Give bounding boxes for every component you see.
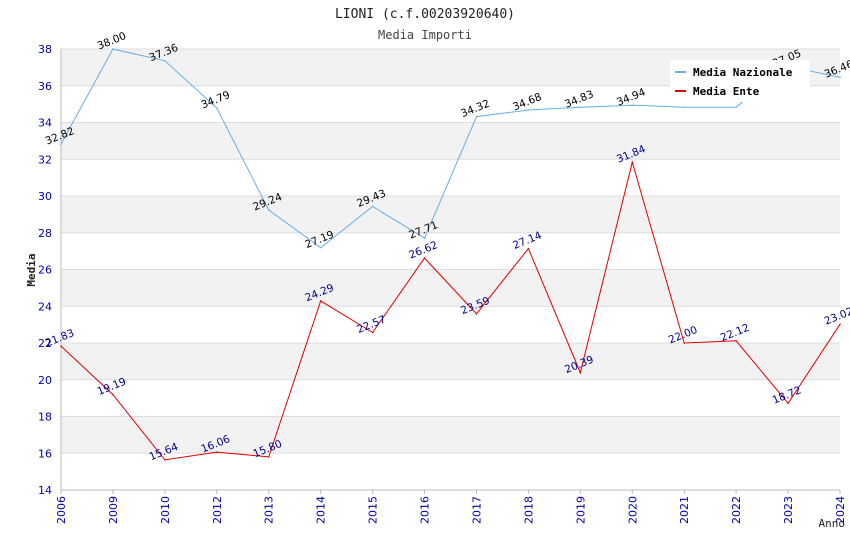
y-tick-label: 38 — [38, 43, 52, 56]
y-tick-label: 16 — [38, 447, 52, 460]
y-tick-label: 30 — [38, 190, 52, 203]
grid-band — [61, 196, 840, 233]
data-point — [475, 115, 478, 118]
data-point — [527, 109, 530, 111]
x-tick-label: 2017 — [470, 496, 483, 524]
y-tick-labels: 14 16 18 20 22 24 26 28 30 32 34 36 38 — [38, 43, 52, 497]
x-tick-labels: 2006 2009 2010 2012 2013 2014 2015 2016 2017 2018… — [55, 496, 847, 524]
legend-label: Media Nazionale — [693, 66, 793, 79]
data-point — [683, 342, 685, 344]
x-tick-label: 2022 — [730, 496, 743, 524]
data-point — [579, 106, 582, 109]
x-tick-label: 2009 — [107, 496, 120, 524]
data-point — [319, 300, 322, 302]
data-point — [423, 237, 426, 239]
series-line-media-ente — [60, 160, 841, 461]
data-point — [839, 76, 841, 79]
data-point — [579, 371, 582, 374]
data-point — [319, 246, 322, 249]
grid-band — [61, 269, 840, 307]
data-point — [267, 456, 270, 458]
x-tick-label: 2024 — [834, 496, 847, 524]
axes — [60, 49, 841, 494]
chart-title: LIONI (c.f.00203920640) — [335, 7, 515, 22]
y-tick-label: 24 — [38, 300, 52, 313]
x-tick-label: 2014 — [315, 496, 328, 524]
y-tick-label: 20 — [38, 374, 52, 387]
grid-band — [61, 379, 840, 417]
y-tick-label: 22 — [38, 337, 52, 350]
y-tick-label: 14 — [38, 484, 52, 497]
data-point — [631, 104, 634, 107]
data-point — [60, 143, 62, 145]
x-tick-label: 2012 — [211, 496, 224, 524]
data-point — [631, 161, 634, 163]
series-line-media-nazionale — [60, 48, 841, 249]
grid-band — [61, 343, 840, 380]
y-tick-label: 34 — [38, 117, 52, 130]
data-point — [216, 451, 218, 453]
data-point — [735, 106, 737, 109]
data-point — [371, 331, 374, 334]
legend-box — [670, 60, 810, 102]
x-tick-label: 2013 — [263, 496, 276, 524]
data-point — [423, 257, 426, 259]
y-axis-label: Media — [25, 253, 38, 286]
data-point — [527, 247, 530, 250]
data-point — [371, 205, 374, 208]
y-tick-label: 18 — [38, 411, 52, 424]
data-point — [164, 59, 166, 62]
grid-bands — [61, 48, 840, 491]
data-point — [839, 323, 841, 326]
data-point — [60, 345, 62, 347]
x-tick-label: 2010 — [159, 496, 172, 524]
chart-subtitle: Media Importi — [378, 28, 472, 42]
y-tick-label: 28 — [38, 227, 52, 240]
x-tick-label: 2021 — [678, 496, 691, 524]
x-tick-label: 2018 — [522, 496, 535, 524]
x-tick-label: 2023 — [782, 496, 795, 524]
grid-band — [61, 453, 840, 490]
grid-band — [61, 122, 840, 160]
y-tick-label: 32 — [38, 153, 52, 166]
y-tick-label: 26 — [38, 264, 52, 277]
data-point — [164, 459, 166, 461]
x-axis-label: Anno — [819, 517, 846, 530]
x-tick-label: 2015 — [367, 496, 380, 524]
data-point — [787, 402, 789, 405]
grid-band — [61, 416, 840, 454]
data-point — [112, 48, 114, 50]
data-point — [735, 339, 737, 342]
x-tick-label: 2016 — [419, 496, 432, 524]
x-tick-label: 2006 — [55, 496, 68, 524]
y-tick-label: 36 — [38, 80, 52, 93]
data-point — [216, 107, 218, 109]
legend-label: Media Ente — [693, 85, 760, 98]
data-point — [475, 312, 478, 315]
legend: Media Nazionale Media Ente — [670, 60, 810, 102]
x-tick-label: 2020 — [626, 496, 639, 524]
grid-band — [61, 232, 840, 270]
data-point — [267, 209, 270, 211]
x-tick-label: 2019 — [574, 496, 587, 524]
grid-band — [61, 306, 840, 343]
data-point — [112, 393, 114, 396]
data-point — [683, 106, 685, 109]
